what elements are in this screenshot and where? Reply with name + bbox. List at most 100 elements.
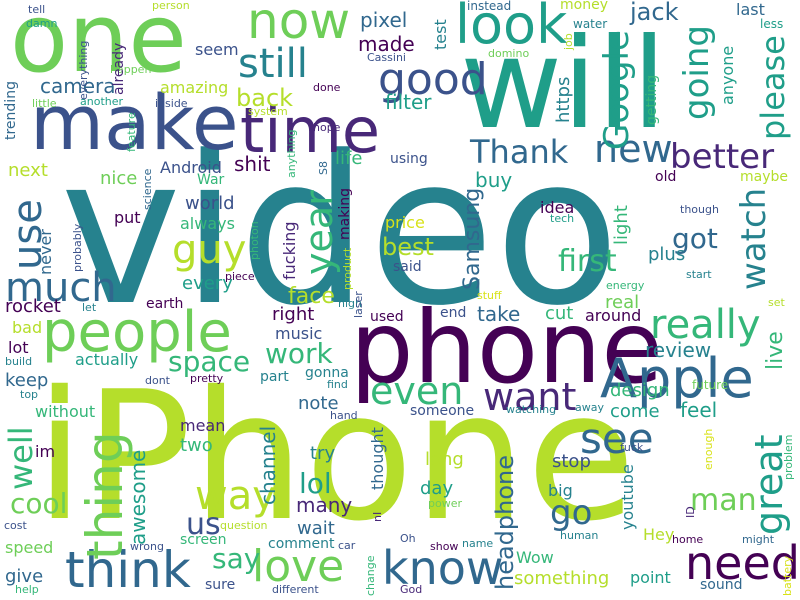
word-feel: feel bbox=[680, 398, 718, 422]
word-top: top bbox=[20, 388, 39, 401]
word-actually: actually bbox=[75, 350, 139, 369]
word-never: never bbox=[36, 229, 55, 275]
word-design: design bbox=[610, 380, 670, 401]
word-enough: enough bbox=[702, 428, 715, 470]
word-filter: filter bbox=[385, 90, 432, 114]
word-give: give bbox=[5, 566, 44, 587]
word-shit: shit bbox=[234, 152, 271, 176]
word-cut: cut bbox=[545, 303, 574, 324]
word-energy: energy bbox=[606, 279, 645, 292]
word-stop: stop bbox=[552, 451, 591, 472]
word-us: us bbox=[186, 507, 221, 542]
word-hey: Hey bbox=[643, 525, 675, 544]
word-done: done bbox=[313, 81, 341, 94]
word-want: want bbox=[483, 375, 577, 419]
word-used: used bbox=[370, 309, 404, 325]
word-anyone: anyone bbox=[718, 45, 737, 105]
word-damn: damn bbox=[26, 17, 58, 30]
word-please: please bbox=[754, 35, 792, 140]
word-much: much bbox=[5, 265, 117, 311]
word-better: better bbox=[670, 137, 775, 177]
word-https: https bbox=[553, 76, 574, 123]
word-cassini: Cassini bbox=[367, 51, 406, 64]
word-right: right bbox=[272, 304, 315, 325]
word-google: Google bbox=[597, 30, 637, 150]
word-sound: sound bbox=[700, 577, 743, 593]
word-set: set bbox=[768, 296, 785, 309]
word-see: see bbox=[580, 414, 654, 463]
word-man: man bbox=[690, 483, 757, 518]
word-might: might bbox=[742, 533, 775, 546]
word-last: last bbox=[736, 0, 765, 19]
word-put: put bbox=[114, 208, 141, 227]
word-system: system bbox=[248, 105, 288, 118]
word-stuff: stuff bbox=[477, 289, 502, 302]
word-keep: keep bbox=[5, 370, 49, 391]
word-watch: watch bbox=[734, 187, 774, 290]
word-price: price bbox=[385, 213, 425, 232]
word-id: ID bbox=[684, 506, 697, 518]
word-day: day bbox=[420, 478, 454, 499]
word-pixel: pixel bbox=[360, 8, 408, 32]
word-said: said bbox=[393, 259, 422, 275]
word-fuck: fuck bbox=[620, 441, 644, 454]
word-review: review bbox=[645, 338, 712, 362]
word-iphone: iPhone bbox=[35, 353, 636, 560]
word-though: though bbox=[680, 203, 719, 216]
word-need: need bbox=[685, 536, 800, 590]
word-probably: probably bbox=[71, 223, 84, 272]
word-ni: nI bbox=[371, 511, 384, 522]
word-away: away bbox=[575, 401, 604, 414]
word-around: around bbox=[585, 306, 642, 325]
word-piece: piece bbox=[225, 270, 255, 283]
word-buy: buy bbox=[475, 168, 513, 192]
word-show: show bbox=[430, 540, 459, 553]
word-phone: phone bbox=[350, 289, 663, 406]
word-science: science bbox=[141, 168, 154, 210]
word-look: look bbox=[455, 0, 568, 56]
word-face: face bbox=[288, 284, 335, 309]
word-high: high bbox=[338, 297, 362, 310]
word-human: human bbox=[560, 529, 599, 542]
word-job: job bbox=[562, 33, 575, 50]
word-come: come bbox=[610, 401, 660, 422]
word-money: money bbox=[560, 0, 608, 13]
word-youtube: youtube bbox=[618, 464, 637, 530]
word-power: power bbox=[428, 497, 462, 510]
word-thank: Thank bbox=[470, 133, 569, 171]
word-photon: photon bbox=[248, 221, 261, 260]
word-without: without bbox=[35, 402, 96, 421]
word-earth: earth bbox=[146, 296, 184, 312]
word-problem: problem bbox=[782, 434, 795, 480]
word-hope: hope bbox=[313, 121, 341, 134]
word-instead: instead bbox=[467, 0, 512, 13]
word-awesome: awesome bbox=[126, 449, 150, 545]
word-pretty: pretty bbox=[190, 372, 224, 385]
word-different: different bbox=[272, 583, 319, 596]
word-trending: trending bbox=[3, 81, 19, 140]
word-im: im bbox=[35, 442, 56, 461]
word-bad: bad bbox=[12, 318, 43, 337]
word-music: music bbox=[275, 324, 323, 343]
word-good: good bbox=[378, 54, 488, 105]
word-speed: speed bbox=[5, 538, 54, 557]
word-thing: thing bbox=[76, 431, 134, 560]
word-guy: guy bbox=[172, 227, 247, 273]
word-love: love bbox=[252, 541, 345, 592]
word-people: people bbox=[42, 300, 232, 365]
word-home: home bbox=[672, 533, 704, 546]
word-will: will bbox=[460, 12, 667, 157]
word-tech: tech bbox=[550, 212, 575, 225]
word-start: start bbox=[686, 268, 712, 281]
word-best: best bbox=[382, 233, 434, 261]
word-making: making bbox=[337, 188, 353, 240]
word-say: say bbox=[212, 542, 261, 575]
word-feature: feature bbox=[125, 112, 138, 152]
word-plus: plus bbox=[648, 244, 686, 265]
word-let: let bbox=[82, 301, 97, 314]
word-even: even bbox=[370, 369, 464, 413]
word-point: point bbox=[630, 568, 671, 587]
word-name: name bbox=[462, 537, 494, 550]
word-build: build bbox=[5, 355, 33, 368]
word-hand: hand bbox=[330, 409, 358, 422]
